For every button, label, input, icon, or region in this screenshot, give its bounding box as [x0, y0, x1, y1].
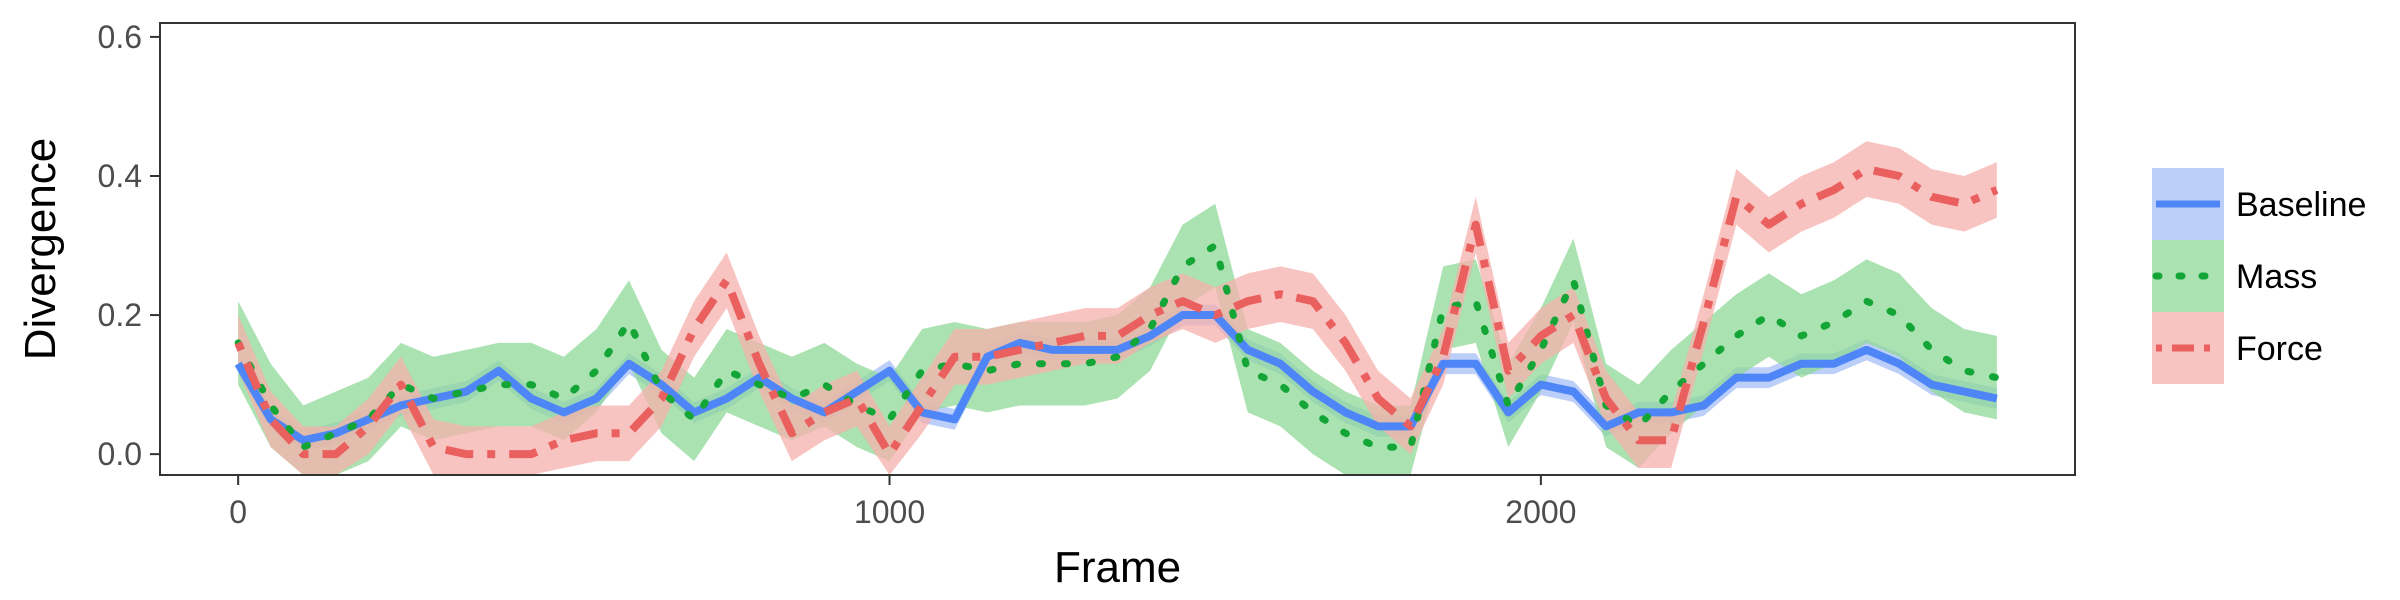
y-tick-label: 0.6	[98, 19, 142, 55]
x-tick-label: 0	[229, 494, 247, 530]
y-tick-label: 0.2	[98, 297, 142, 333]
series-lines	[234, 165, 2001, 459]
force-legend-label: Force	[2236, 330, 2323, 368]
mass-legend-key-fill	[2152, 240, 2224, 312]
y-tick-label: 0.0	[98, 436, 142, 472]
y-axis: 0.0 0.2 0.4 0.6	[98, 19, 160, 472]
x-tick-label: 1000	[854, 494, 925, 530]
x-axis: 0 1000 2000	[229, 475, 1576, 530]
mass-legend-label: Mass	[2236, 258, 2317, 296]
baseline-series-line	[234, 311, 1998, 445]
y-axis-title: Divergence	[16, 138, 65, 361]
x-axis-title: Frame	[1054, 543, 1181, 592]
legend: Baseline Mass Force	[2152, 168, 2366, 384]
baseline-legend-label: Baseline	[2236, 186, 2366, 224]
mass-series-line	[234, 242, 2001, 451]
confidence-bands	[238, 141, 1997, 476]
x-tick-label: 2000	[1505, 494, 1576, 530]
force-series-line	[234, 165, 1999, 459]
force-confidence-band	[238, 141, 1997, 475]
y-tick-label: 0.4	[98, 158, 142, 194]
plot-panel-border	[159, 22, 2076, 476]
